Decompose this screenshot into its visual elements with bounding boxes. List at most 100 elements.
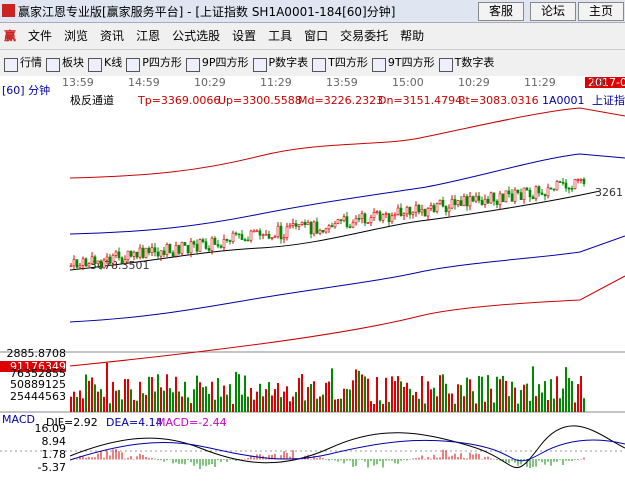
- tool-button[interactable]: 9P四方形: [186, 56, 249, 69]
- volume-bar: [208, 393, 210, 412]
- candle-body: [225, 239, 229, 241]
- toolbar: 行情 板块 K线 P四方形 9P四方形 P数字表 T四方形 9T四方形 T数字表: [0, 50, 625, 77]
- macd-bar: [565, 459, 567, 461]
- macd-bar: [514, 459, 516, 463]
- menu-item[interactable]: 设置: [232, 29, 257, 43]
- macd-bar: [112, 449, 114, 460]
- candle-body: [321, 230, 325, 233]
- volume-bar: [391, 376, 393, 412]
- volume-bar: [304, 400, 306, 412]
- label-bg: [0, 361, 66, 372]
- macd-bar: [583, 457, 585, 460]
- candle-body: [561, 181, 565, 184]
- volume-bar: [103, 396, 105, 412]
- tool-button[interactable]: 9T四方形: [372, 56, 435, 69]
- macd-bar: [214, 459, 216, 468]
- candle-body: [537, 186, 541, 194]
- volume-bar: [547, 399, 549, 412]
- candle-body: [72, 259, 76, 267]
- candle-body: [480, 200, 484, 205]
- macd-bar: [376, 459, 378, 465]
- volume-bar: [367, 378, 369, 412]
- macd-bar: [94, 457, 96, 460]
- tool-button[interactable]: P数字表: [253, 56, 309, 69]
- volume-bar: [115, 390, 117, 412]
- volume-bar: [352, 380, 354, 412]
- volume-bar: [517, 403, 519, 412]
- menu-item[interactable]: 工具: [268, 29, 293, 43]
- candle-body: [477, 195, 481, 201]
- indicator-param: Bt=3083.0316: [458, 94, 539, 107]
- macd-bar: [400, 459, 402, 461]
- volume-label: 50889125: [10, 378, 66, 391]
- volume-label: 2885.8708: [7, 347, 67, 360]
- candle-body: [81, 258, 85, 266]
- volume-bar: [451, 393, 453, 412]
- volume-bar: [481, 376, 483, 412]
- tool-button[interactable]: K线: [88, 56, 122, 69]
- menu-item[interactable]: 资讯: [100, 29, 125, 43]
- menu-item[interactable]: 江恩: [136, 29, 161, 43]
- macd-bar: [562, 459, 564, 466]
- macd-bar: [145, 456, 147, 460]
- macd-label: 1.78: [42, 448, 67, 461]
- macd-bar: [517, 459, 519, 466]
- volume-bar: [88, 380, 90, 412]
- candle-body: [456, 200, 460, 206]
- candle-body: [408, 206, 412, 215]
- candle-body: [375, 211, 379, 214]
- volume-bar: [262, 396, 264, 412]
- volume-bar: [568, 377, 570, 412]
- macd-bar: [496, 459, 498, 461]
- macd-bar: [100, 451, 102, 460]
- candle-body: [543, 194, 547, 197]
- volume-bar: [346, 388, 348, 412]
- menu-item[interactable]: 窗口: [304, 29, 329, 43]
- button[interactable]: 论坛: [530, 2, 576, 21]
- volume-bar: [427, 381, 429, 412]
- volume-bar: [82, 398, 84, 412]
- macd-bar: [520, 459, 522, 465]
- macd-bar: [82, 456, 84, 460]
- menu-item[interactable]: 公式选股: [172, 29, 221, 43]
- macd-bar: [316, 458, 318, 460]
- candle-body: [522, 187, 526, 200]
- macd-bar: [424, 458, 426, 460]
- button[interactable]: 客服: [478, 2, 524, 21]
- macd-bar: [547, 459, 549, 462]
- macd-bar: [532, 459, 534, 467]
- macd-bar: [280, 455, 282, 460]
- volume-bar: [529, 400, 531, 412]
- tool-button[interactable]: T数字表: [439, 56, 495, 69]
- volume-bar: [370, 401, 372, 412]
- macd-bar: [133, 458, 135, 460]
- candle-body: [474, 195, 478, 202]
- menu-item[interactable]: 文件: [28, 29, 53, 43]
- button[interactable]: 主页: [578, 2, 624, 21]
- menu-item[interactable]: 帮助: [400, 29, 425, 43]
- menu-item[interactable]: 交易委托: [340, 29, 389, 43]
- candle-body: [492, 192, 496, 202]
- tool-button[interactable]: P四方形: [126, 56, 182, 69]
- macd-bar: [574, 459, 576, 460]
- macd-label: 16.09: [35, 422, 67, 435]
- macd-bar: [223, 459, 225, 460]
- macd-bar: [232, 459, 234, 460]
- volume-bar: [541, 392, 543, 412]
- volume-bar: [457, 384, 459, 412]
- volume-bar: [211, 381, 213, 412]
- candle-body: [78, 265, 82, 268]
- volume-bar: [283, 391, 285, 412]
- candle-body: [129, 250, 133, 257]
- candle-body: [267, 233, 271, 239]
- tool-button[interactable]: 板块: [46, 56, 84, 69]
- tool-button[interactable]: 行情: [4, 56, 42, 69]
- macd-bar: [163, 459, 165, 462]
- menu-item[interactable]: 浏览: [64, 29, 89, 43]
- volume-bar: [412, 395, 414, 412]
- macd-bar: [217, 459, 219, 461]
- macd-bar: [442, 449, 444, 460]
- tool-button[interactable]: T四方形: [312, 56, 368, 69]
- candle-body: [228, 240, 232, 242]
- volume-bar: [214, 399, 216, 412]
